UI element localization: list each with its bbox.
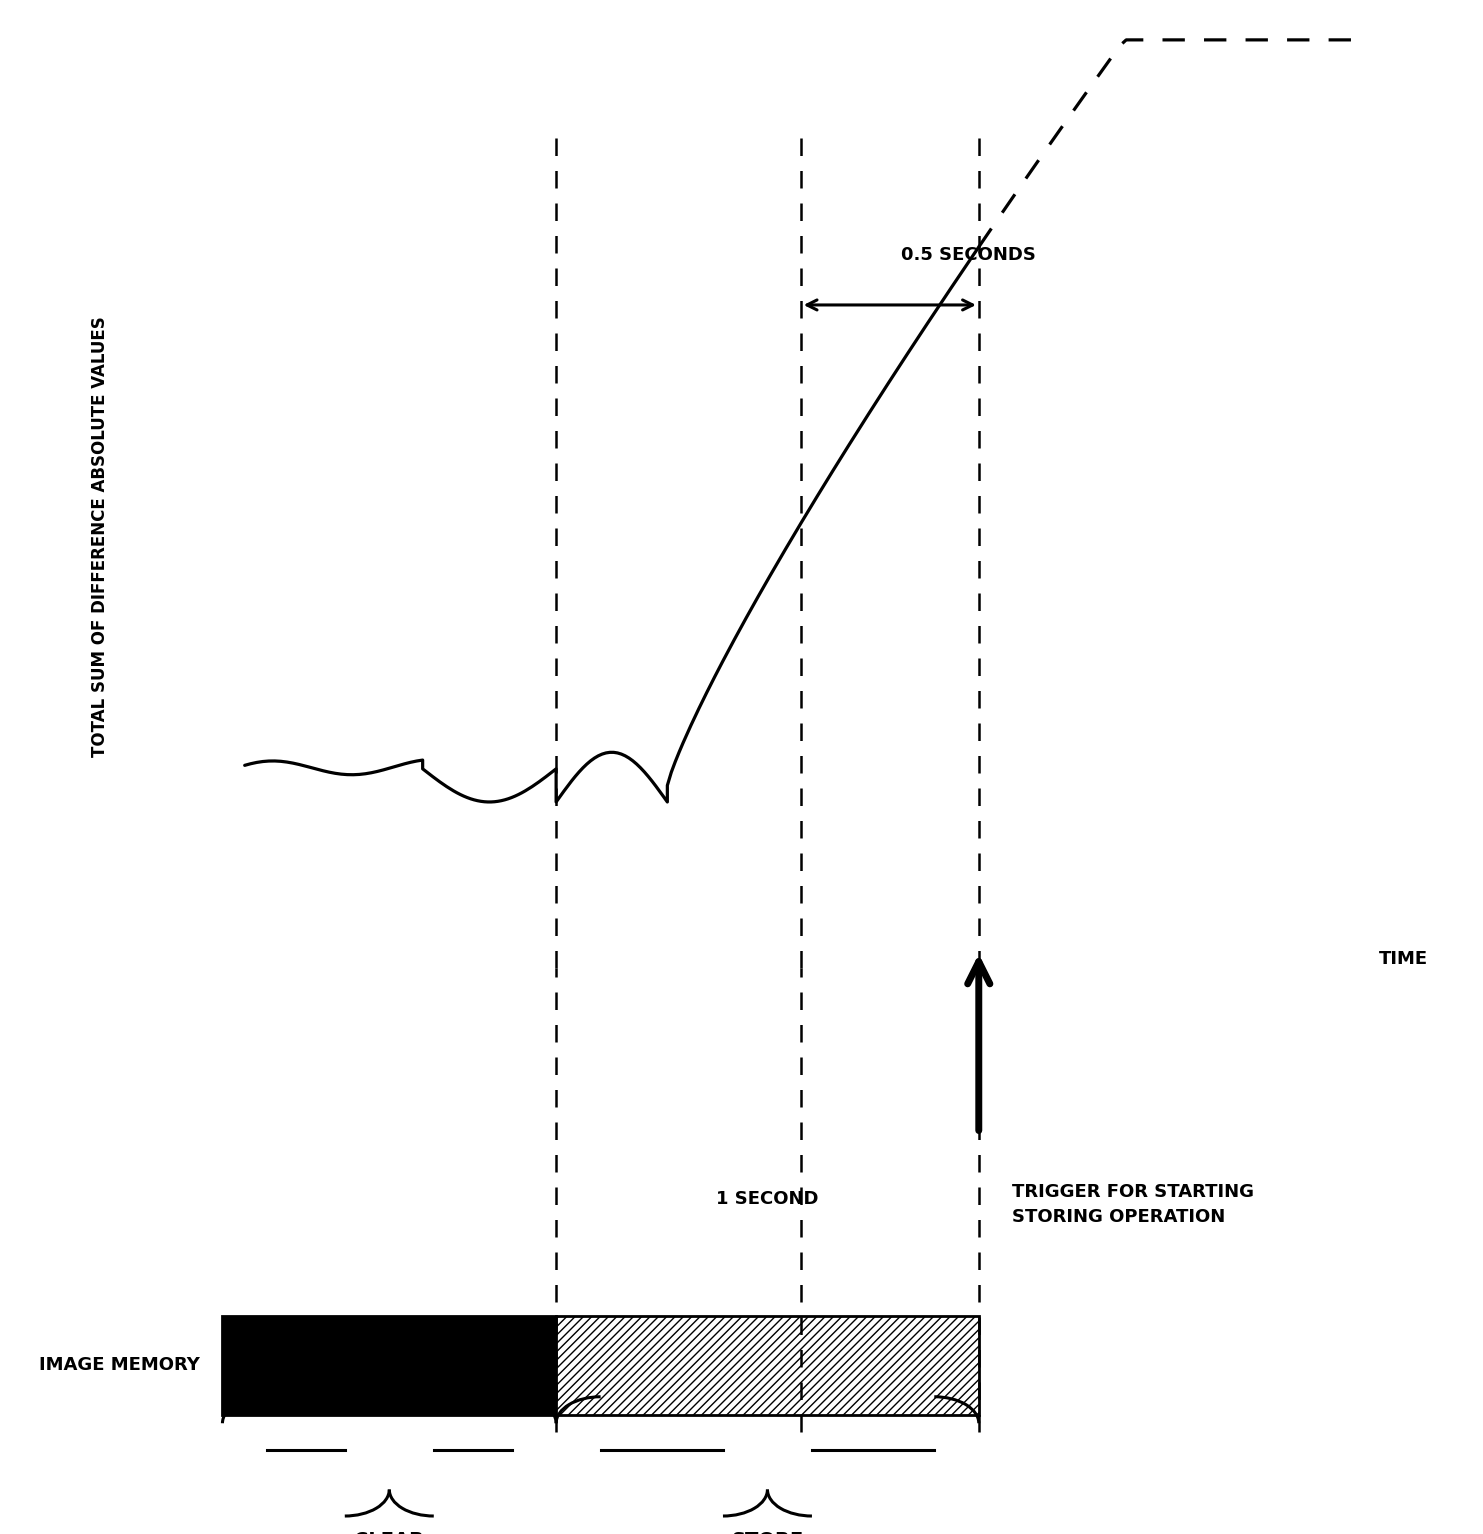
Text: 0.5 SECONDS: 0.5 SECONDS — [902, 245, 1035, 264]
Text: STORE: STORE — [731, 1531, 804, 1534]
Text: IMAGE MEMORY: IMAGE MEMORY — [40, 1356, 200, 1374]
Text: 1 SECOND: 1 SECOND — [716, 1190, 819, 1207]
Bar — [556, 1316, 979, 1414]
Text: CLEAR: CLEAR — [354, 1531, 424, 1534]
Text: TRIGGER FOR STARTING
STORING OPERATION: TRIGGER FOR STARTING STORING OPERATION — [1011, 1183, 1255, 1226]
Bar — [222, 1316, 556, 1414]
Text: TIME: TIME — [1379, 951, 1428, 968]
Text: TOTAL SUM OF DIFFERENCE ABSOLUTE VALUES: TOTAL SUM OF DIFFERENCE ABSOLUTE VALUES — [90, 316, 110, 758]
